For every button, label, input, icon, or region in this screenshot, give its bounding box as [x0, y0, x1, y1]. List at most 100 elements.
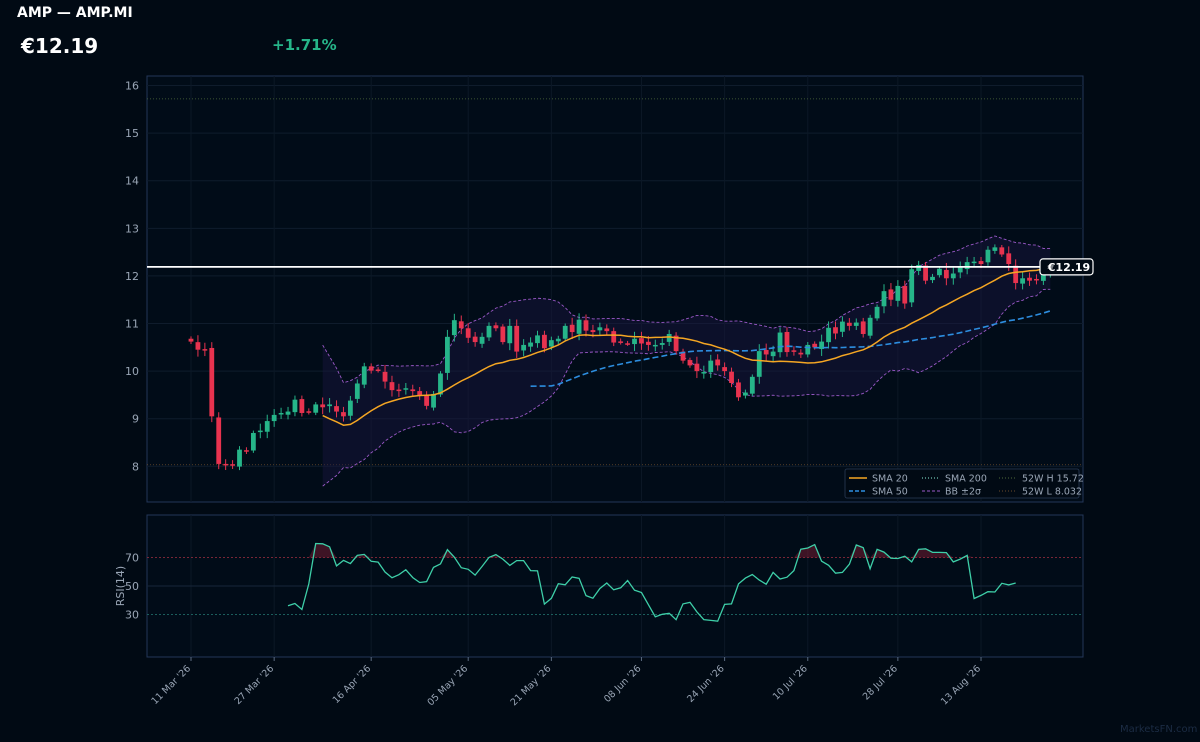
candle-body	[756, 351, 762, 377]
candle	[417, 387, 423, 400]
candle-body	[209, 347, 215, 417]
price-tick-label: 12	[125, 270, 139, 283]
candle	[992, 244, 998, 254]
last-price-tag	[1039, 258, 1094, 276]
legend-bollinger: BB ±2σ	[922, 487, 981, 498]
candle-body	[680, 351, 686, 361]
candle	[278, 407, 284, 419]
candle-body	[729, 371, 734, 384]
candle-body	[985, 249, 991, 263]
candle-body	[361, 366, 367, 385]
candle	[458, 315, 464, 335]
candle	[382, 364, 388, 389]
candle	[341, 406, 346, 422]
candle	[895, 280, 901, 307]
candle	[535, 330, 540, 348]
candle	[666, 329, 672, 346]
legend-low-52w: 52W L 8.032	[999, 487, 1082, 498]
price-tick-label: 10	[125, 365, 139, 378]
price-tick-label: 8	[132, 460, 139, 473]
candle	[306, 408, 312, 415]
legend-label: 52W H 15.72	[1022, 474, 1084, 485]
x-tick-label: 24 Jun '26	[685, 663, 726, 704]
candle-body	[833, 327, 838, 334]
candle	[971, 256, 977, 268]
candle-body	[493, 325, 499, 329]
price-tick-label: 9	[132, 413, 139, 426]
candle	[271, 409, 277, 427]
candle	[237, 446, 242, 471]
candle-body	[673, 335, 679, 352]
candle-body	[257, 430, 263, 433]
candle-body	[895, 285, 901, 301]
candle-body	[770, 351, 776, 357]
x-tick-label: 16 Apr '26	[331, 663, 374, 706]
candle	[507, 318, 513, 351]
candle	[334, 400, 339, 418]
candle-body	[632, 338, 637, 345]
candle	[410, 384, 416, 396]
candle	[985, 246, 991, 266]
candle-body	[888, 289, 894, 300]
candle	[618, 338, 624, 345]
candle-body	[992, 247, 998, 251]
candle	[902, 280, 908, 309]
candle-body	[1006, 253, 1012, 265]
candle	[923, 262, 928, 285]
candle-body	[763, 349, 769, 355]
candle-body	[597, 327, 603, 331]
bollinger-upper-line	[322, 235, 1051, 384]
candle-body	[410, 389, 416, 392]
candle-body	[334, 406, 339, 412]
candle-body	[368, 366, 374, 371]
candle-body	[1034, 278, 1039, 281]
candle	[805, 341, 811, 358]
candle-body	[271, 414, 277, 422]
candle-body	[354, 383, 360, 399]
candle-body	[230, 464, 235, 466]
candle	[285, 406, 291, 420]
candle	[950, 267, 956, 285]
candle-body	[846, 322, 852, 326]
candle	[957, 261, 963, 279]
candle-body	[264, 421, 270, 432]
candle-body	[604, 328, 610, 332]
candle-body	[860, 321, 866, 334]
candle-body	[278, 412, 284, 415]
candle	[347, 395, 353, 421]
candle-body	[652, 344, 658, 347]
candle	[230, 460, 235, 469]
candle	[722, 362, 728, 376]
candle-body	[625, 343, 630, 345]
candle-body	[500, 326, 506, 343]
candle	[396, 383, 402, 397]
candle	[389, 375, 395, 397]
candle-body	[964, 262, 970, 270]
candle	[597, 322, 603, 336]
candle	[611, 327, 617, 347]
candle-body	[923, 265, 928, 281]
candle	[736, 378, 741, 401]
candle-body	[957, 267, 963, 273]
candle	[798, 349, 804, 358]
candle-body	[812, 343, 818, 348]
candle	[320, 397, 326, 415]
candle-body	[313, 404, 319, 413]
x-tick-label: 28 Jul '26	[861, 663, 900, 702]
candle-body	[909, 269, 915, 303]
candle	[687, 357, 693, 368]
x-tick-label: 05 May '26	[425, 663, 470, 708]
candle-body	[472, 336, 478, 343]
candle-body	[327, 404, 332, 407]
candle-body	[465, 328, 471, 338]
candle-body	[694, 363, 700, 372]
candle	[1013, 259, 1019, 290]
candle	[659, 338, 665, 350]
candle-body	[867, 317, 873, 336]
candle-body	[826, 327, 831, 343]
candle	[521, 339, 527, 357]
candle-body	[999, 247, 1005, 255]
candle	[777, 327, 783, 358]
candle-body	[403, 388, 409, 390]
candle	[493, 322, 499, 332]
